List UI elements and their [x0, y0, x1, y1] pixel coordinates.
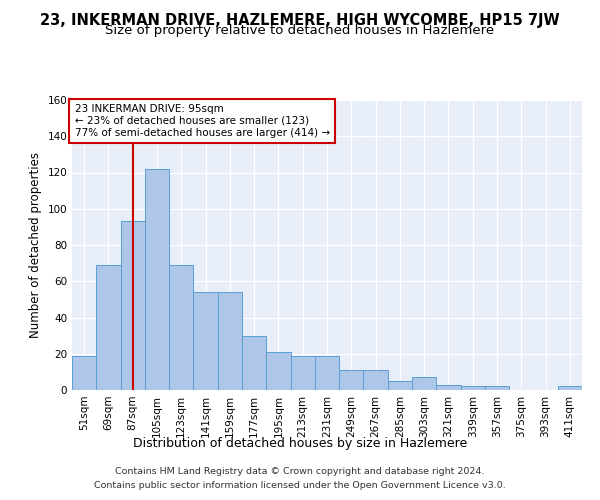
Bar: [266, 352, 290, 390]
Bar: [364, 370, 388, 390]
Bar: [169, 265, 193, 390]
Text: Contains public sector information licensed under the Open Government Licence v3: Contains public sector information licen…: [94, 481, 506, 490]
Bar: [339, 370, 364, 390]
Text: 23, INKERMAN DRIVE, HAZLEMERE, HIGH WYCOMBE, HP15 7JW: 23, INKERMAN DRIVE, HAZLEMERE, HIGH WYCO…: [40, 12, 560, 28]
Bar: [315, 356, 339, 390]
Bar: [412, 378, 436, 390]
Bar: [96, 265, 121, 390]
Bar: [121, 222, 145, 390]
Bar: [145, 169, 169, 390]
Text: Size of property relative to detached houses in Hazlemere: Size of property relative to detached ho…: [106, 24, 494, 37]
Bar: [558, 386, 582, 390]
Text: Distribution of detached houses by size in Hazlemere: Distribution of detached houses by size …: [133, 438, 467, 450]
Bar: [72, 356, 96, 390]
Bar: [218, 292, 242, 390]
Bar: [436, 384, 461, 390]
Bar: [242, 336, 266, 390]
Y-axis label: Number of detached properties: Number of detached properties: [29, 152, 42, 338]
Bar: [461, 386, 485, 390]
Text: Contains HM Land Registry data © Crown copyright and database right 2024.: Contains HM Land Registry data © Crown c…: [115, 468, 485, 476]
Bar: [388, 381, 412, 390]
Bar: [193, 292, 218, 390]
Text: 23 INKERMAN DRIVE: 95sqm
← 23% of detached houses are smaller (123)
77% of semi-: 23 INKERMAN DRIVE: 95sqm ← 23% of detach…: [74, 104, 329, 138]
Bar: [485, 386, 509, 390]
Bar: [290, 356, 315, 390]
